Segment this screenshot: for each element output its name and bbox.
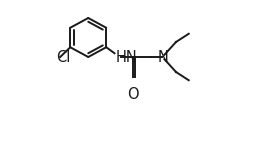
Text: N: N — [158, 50, 169, 64]
Text: Cl: Cl — [56, 50, 70, 65]
Text: HN: HN — [115, 50, 137, 64]
Text: O: O — [127, 87, 139, 102]
